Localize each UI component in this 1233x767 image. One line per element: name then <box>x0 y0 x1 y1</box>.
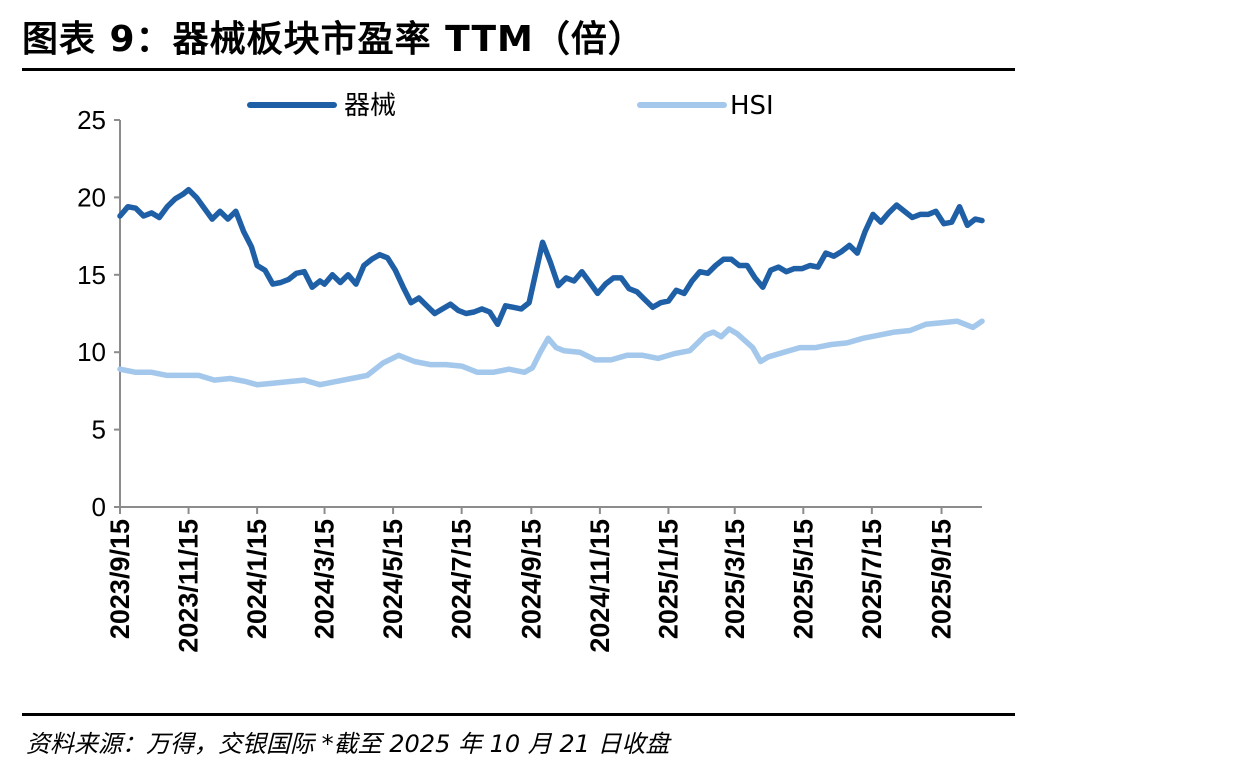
bottom-rule <box>22 713 1015 716</box>
x-tick-label: 2024/3/15 <box>310 519 340 639</box>
y-tick-label: 20 <box>77 182 106 212</box>
series-line-hsi <box>117 318 985 388</box>
top-rule <box>22 68 1015 71</box>
chart-title: 图表 9：器械板块市盈率 TTM（倍） <box>22 19 645 60</box>
legend-label: HSI <box>730 91 774 121</box>
x-tick-label: 2024/11/15 <box>585 519 615 653</box>
series-layer <box>117 186 985 388</box>
x-tick-label: 2024/7/15 <box>447 519 477 639</box>
series-line-devices <box>117 186 985 328</box>
x-tick-label: 2023/9/15 <box>105 519 135 639</box>
y-tick-label: 25 <box>77 105 106 135</box>
y-tick-label: 15 <box>77 260 106 290</box>
x-tick-label: 2024/9/15 <box>516 519 546 639</box>
y-tick-label: 0 <box>92 492 106 522</box>
source-note: 资料来源：万得，交银国际 *截至 2025 年 10 月 21 日收盘 <box>26 730 670 758</box>
x-tick-label: 2025/7/15 <box>857 519 887 639</box>
y-tick-label: 5 <box>92 415 106 445</box>
x-tick-label: 2025/3/15 <box>720 519 750 639</box>
x-tick-label: 2024/5/15 <box>378 519 408 639</box>
legend-label: 器械 <box>344 91 396 121</box>
x-tick-label: 2023/11/15 <box>174 519 204 653</box>
legend: 器械 HSI <box>247 91 774 121</box>
x-tick-label: 2025/9/15 <box>927 519 957 639</box>
x-tick-label: 2024/1/15 <box>242 519 272 639</box>
x-tick-label: 2025/1/15 <box>653 519 683 639</box>
x-tick-label: 2025/5/15 <box>788 519 818 639</box>
y-tick-label: 10 <box>77 337 106 367</box>
axes: 0 5 10 15 20 25 2023/9/15 2023/11/15 2024/1/15 20… <box>77 105 982 653</box>
